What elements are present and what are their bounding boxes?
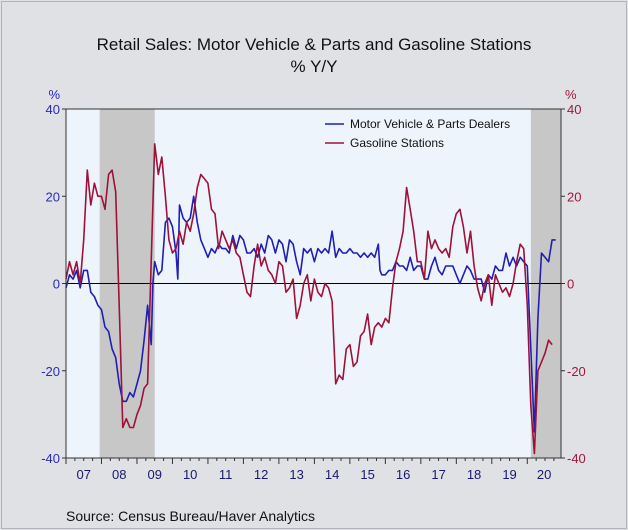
x-tick-label-2: 09: [147, 467, 161, 482]
legend-label-gasoline: Gasoline Stations: [350, 136, 444, 150]
y-tick-label-right-3: -20: [567, 364, 586, 379]
source-note: Source: Census Bureau/Haver Analytics: [66, 508, 316, 524]
y-tick-label-left-2: 0: [53, 277, 60, 292]
x-tick-label-12: 19: [502, 467, 516, 482]
y-axis-label-right: %: [565, 87, 577, 102]
x-tick-label-5: 12: [254, 467, 268, 482]
x-tick-label-0: 07: [77, 467, 91, 482]
y-tick-label-right-4: -40: [567, 451, 586, 466]
chart-subtitle: % Y/Y: [290, 57, 338, 76]
x-tick-label-7: 14: [325, 467, 339, 482]
series-line-1: [65, 143, 553, 455]
y-tick-label-left-3: -20: [41, 364, 60, 379]
x-tick-label-13: 20: [537, 467, 551, 482]
x-tick-label-10: 17: [431, 467, 445, 482]
y-tick-label-right-0: 40: [567, 102, 581, 117]
x-tick-label-4: 11: [219, 467, 233, 482]
x-tick-label-6: 13: [289, 467, 303, 482]
x-tick-label-1: 08: [112, 467, 126, 482]
x-tick-label-11: 18: [467, 467, 481, 482]
legend: Motor Vehicle & Parts Dealers Gasoline S…: [325, 117, 510, 150]
y-tick-label-right-2: 0: [567, 277, 574, 292]
legend-label-motor: Motor Vehicle & Parts Dealers: [350, 117, 510, 131]
axes: 40 40 20 20 0 0 -20 -20 -40 -40 07 08 09 10 11 12 13 14 15…: [41, 102, 586, 482]
y-tick-label-left-0: 40: [46, 102, 60, 117]
chart-title: Retail Sales: Motor Vehicle & Parts and …: [96, 35, 532, 54]
y-tick-label-left-4: -40: [41, 451, 60, 466]
x-tick-label-8: 15: [360, 467, 374, 482]
x-tick-label-3: 10: [183, 467, 197, 482]
x-tick-label-9: 16: [396, 467, 410, 482]
y-tick-label-right-1: 20: [567, 189, 581, 204]
y-tick-label-left-1: 20: [46, 189, 60, 204]
series-lines: [65, 143, 556, 455]
y-axis-label-left: %: [48, 87, 60, 102]
